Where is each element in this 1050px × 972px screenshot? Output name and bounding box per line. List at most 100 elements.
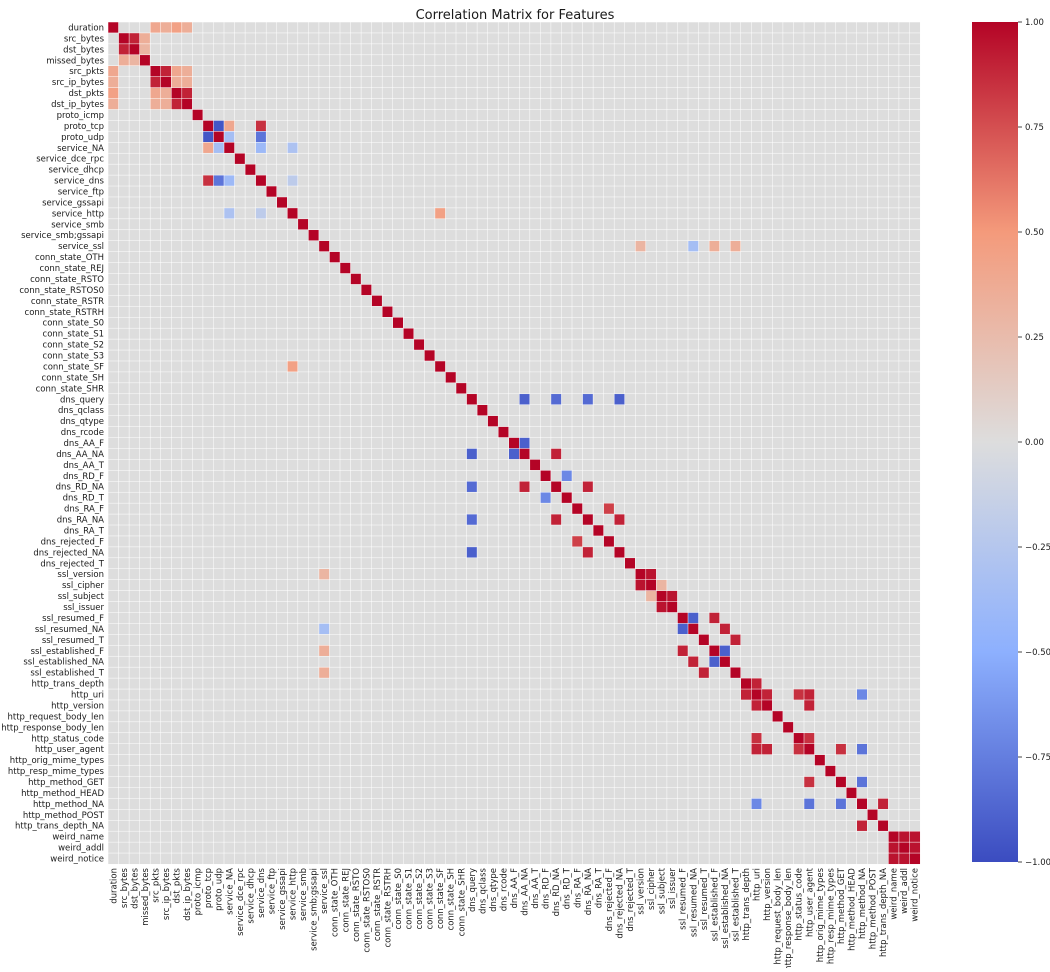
heatmap-cell: [561, 568, 573, 581]
heatmap-cell: [793, 601, 805, 614]
heatmap-cell: [339, 327, 352, 340]
heatmap-cell: [561, 131, 573, 143]
heatmap-cell: [877, 645, 889, 657]
heatmap-cell: [582, 327, 594, 340]
heatmap-cell: [793, 273, 805, 286]
heatmap-cell: [181, 612, 193, 624]
heatmap-cell: [223, 535, 236, 548]
heatmap-cell: [234, 185, 246, 198]
heatmap-cell: [434, 218, 447, 231]
heatmap-cell: [308, 65, 320, 78]
heatmap-cell: [877, 601, 889, 614]
heatmap-cell: [244, 317, 257, 329]
heatmap-cell: [339, 218, 352, 231]
heatmap-cell: [582, 382, 594, 395]
heatmap-cell: [297, 174, 309, 187]
heatmap-cell: [339, 415, 352, 428]
heatmap-cell: [392, 185, 404, 198]
heatmap-cell: [519, 710, 531, 723]
heatmap-cell: [740, 502, 752, 515]
heatmap-cell: [276, 360, 288, 373]
heatmap-cell: [265, 481, 278, 493]
heatmap-cell: [835, 502, 847, 515]
heatmap-cell: [139, 284, 151, 296]
heatmap-cell: [223, 338, 236, 351]
heatmap-cell: [234, 590, 246, 603]
heatmap-cell: [909, 382, 921, 395]
heatmap-cell: [107, 634, 120, 646]
heatmap-cell: [772, 65, 784, 78]
heatmap-cell: [118, 601, 130, 614]
heatmap-cell: [592, 393, 605, 406]
heatmap-cell: [729, 481, 742, 493]
heatmap-cell: [613, 513, 626, 526]
heatmap-cell: [213, 513, 225, 526]
heatmap-cell: [635, 623, 647, 635]
heatmap-cell: [519, 590, 531, 603]
heatmap-cell: [824, 317, 837, 329]
heatmap-cell: [160, 284, 172, 296]
heatmap-cell: [329, 699, 341, 712]
heatmap-cell: [877, 568, 889, 581]
heatmap-cell: [592, 677, 605, 690]
heatmap-cell: [814, 393, 826, 406]
heatmap-cell: [519, 229, 531, 242]
heatmap-cell: [118, 338, 130, 351]
heatmap-cell: [677, 524, 689, 537]
heatmap-cell: [877, 437, 889, 450]
heatmap-cell: [867, 142, 879, 154]
heatmap-cell: [888, 229, 900, 242]
heatmap-cell: [497, 131, 510, 143]
heatmap-cell: [603, 87, 615, 100]
heatmap-cell: [371, 459, 383, 471]
heatmap-cell: [276, 590, 288, 603]
heatmap-cell: [139, 415, 151, 428]
heatmap-cell: [287, 623, 299, 635]
heatmap-cell: [635, 535, 647, 548]
heatmap-cell: [719, 699, 731, 712]
heatmap-cell: [318, 721, 331, 734]
heatmap-cell: [656, 590, 668, 603]
heatmap-cell: [455, 513, 468, 526]
heatmap-cell: [392, 524, 404, 537]
heatmap-cell: [592, 229, 605, 242]
heatmap-cell: [192, 437, 204, 450]
heatmap-cell: [329, 98, 341, 111]
heatmap-cell: [350, 185, 362, 198]
heatmap-cell: [698, 470, 710, 482]
heatmap-cell: [508, 535, 520, 548]
heatmap-cell: [255, 76, 267, 89]
heatmap-cell: [592, 21, 605, 34]
heatmap-cell: [888, 393, 900, 406]
heatmap-cell: [613, 371, 626, 384]
heatmap-cell: [677, 655, 689, 668]
heatmap-cell: [318, 437, 331, 450]
heatmap-cell: [888, 360, 900, 373]
heatmap-cell: [487, 634, 499, 646]
heatmap-cell: [497, 623, 510, 635]
heatmap-cell: [677, 502, 689, 515]
heatmap-cell: [350, 623, 362, 635]
heatmap-cell: [329, 120, 341, 132]
heatmap-cell: [181, 317, 193, 329]
heatmap-cell: [455, 273, 468, 286]
heatmap-cell: [550, 338, 563, 351]
heatmap-cell: [772, 98, 784, 111]
heatmap-cell: [845, 470, 858, 482]
heatmap-cell: [677, 284, 689, 296]
heatmap-cell: [856, 240, 868, 253]
heatmap-cell: [392, 470, 404, 482]
heatmap-cell: [487, 513, 499, 526]
heatmap-cell: [497, 306, 510, 318]
heatmap-cell: [719, 579, 731, 592]
heatmap-cell: [508, 426, 520, 439]
heatmap-cell: [888, 645, 900, 657]
heatmap-cell: [181, 557, 193, 570]
heatmap-cell: [434, 185, 447, 198]
heatmap-cell: [729, 131, 742, 143]
heatmap-cell: [508, 360, 520, 373]
heatmap-cell: [413, 426, 425, 439]
heatmap-cell: [244, 459, 257, 471]
heatmap-cell: [360, 612, 373, 624]
heatmap-cell: [666, 240, 679, 253]
